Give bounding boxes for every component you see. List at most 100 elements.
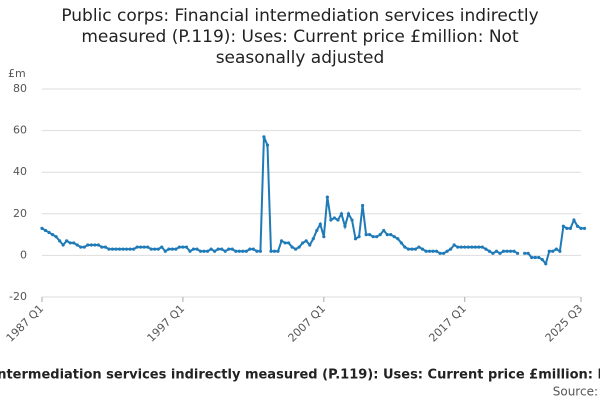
data-point	[170, 247, 174, 251]
data-point	[357, 235, 361, 239]
data-point	[174, 247, 178, 251]
data-point	[184, 245, 189, 249]
data-point	[544, 262, 548, 266]
data-point	[353, 237, 358, 241]
y-unit: £m	[8, 67, 26, 80]
data-point	[346, 212, 351, 216]
data-point	[452, 243, 456, 247]
data-point	[332, 216, 336, 220]
data-point	[195, 247, 199, 251]
data-point	[547, 249, 551, 253]
data-point	[202, 249, 206, 253]
data-point	[54, 235, 58, 239]
data-point	[191, 247, 196, 251]
data-point	[100, 245, 104, 249]
data-point	[526, 251, 530, 255]
data-point	[40, 226, 44, 230]
data-point	[396, 237, 400, 241]
data-point	[294, 247, 298, 251]
data-point	[508, 249, 513, 253]
data-point	[385, 233, 389, 237]
data-point	[131, 247, 136, 251]
data-point	[350, 218, 354, 222]
data-point	[227, 247, 231, 251]
data-point	[75, 243, 79, 247]
data-point	[413, 247, 418, 251]
data-point	[343, 224, 347, 228]
y-tick-label: 80	[13, 82, 27, 95]
data-point	[339, 212, 344, 216]
data-point	[336, 218, 340, 222]
data-point	[523, 251, 527, 255]
data-point	[392, 235, 396, 239]
data-point	[410, 247, 414, 251]
data-point	[512, 249, 516, 253]
data-point	[43, 228, 48, 233]
data-point	[142, 245, 146, 249]
x-tick-label: 2007 Q1	[286, 302, 329, 345]
data-point	[540, 257, 544, 262]
data-point	[449, 247, 453, 251]
data-point	[244, 249, 248, 253]
data-point	[213, 249, 217, 253]
data-point	[163, 249, 167, 253]
data-point	[537, 255, 541, 260]
data-point	[255, 249, 259, 253]
data-point	[103, 245, 108, 249]
data-line	[41, 136, 585, 266]
data-point	[86, 243, 90, 247]
data-point	[93, 243, 97, 247]
data-point	[505, 249, 509, 253]
data-point	[209, 247, 213, 251]
data-point	[318, 222, 322, 226]
source: Source:	[553, 385, 598, 399]
data-point	[237, 249, 241, 253]
data-point	[329, 218, 333, 222]
data-point	[463, 245, 467, 249]
data-point	[279, 239, 284, 243]
data-point	[477, 245, 481, 249]
series-name: al intermediation services indirectly me…	[0, 368, 600, 383]
data-point	[498, 251, 502, 255]
data-point	[167, 247, 171, 251]
data-point	[480, 245, 484, 249]
data-point	[420, 247, 425, 251]
data-point	[262, 135, 266, 139]
data-point	[424, 249, 428, 253]
data-point	[265, 143, 270, 147]
data-point	[434, 249, 439, 253]
data-point	[515, 251, 520, 255]
data-point	[223, 249, 227, 253]
data-point	[287, 241, 291, 245]
x-tick-label: 2017 Q1	[426, 302, 469, 345]
data-point	[445, 249, 449, 253]
data-point	[61, 243, 65, 247]
data-point	[484, 247, 488, 251]
data-point	[188, 249, 192, 253]
data-point	[153, 247, 157, 251]
y-tick-label: 40	[13, 165, 27, 178]
data-point	[65, 239, 69, 243]
data-point	[438, 251, 442, 255]
data-point	[368, 233, 372, 237]
data-point	[375, 235, 379, 239]
data-point	[311, 237, 315, 241]
data-point	[258, 249, 263, 253]
data-point	[491, 251, 495, 255]
data-point	[325, 195, 329, 199]
data-point	[124, 247, 129, 251]
data-point	[135, 245, 139, 249]
data-point	[389, 233, 393, 237]
data-point	[216, 247, 220, 251]
data-point	[181, 245, 185, 249]
data-point	[251, 247, 255, 251]
data-point	[272, 249, 277, 253]
data-point	[149, 247, 153, 251]
data-point	[117, 247, 122, 251]
data-point	[58, 239, 62, 243]
data-point	[297, 245, 301, 249]
data-point	[96, 243, 100, 247]
x-tick-label: 1997 Q1	[145, 302, 188, 345]
